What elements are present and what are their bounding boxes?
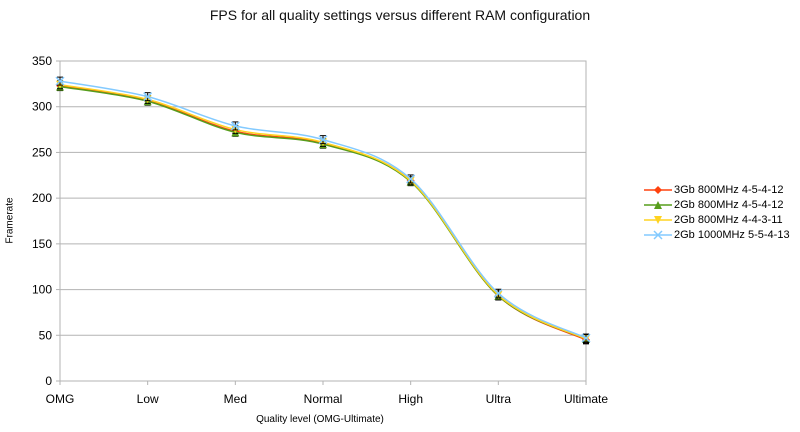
series-3-point-4-b — [406, 174, 416, 184]
y-tick-label-0: 0 — [45, 374, 52, 388]
chart-title: FPS for all quality settings versus diff… — [209, 7, 591, 23]
x-tick-label-4: High — [398, 392, 423, 406]
y-tick-label-1: 50 — [39, 328, 53, 342]
series-3-point-3 — [318, 135, 328, 145]
legend-swatch-3-marker — [653, 229, 663, 240]
x-tick-label-6: Ultimate — [564, 392, 608, 406]
x-tick-label-1: Low — [137, 392, 159, 406]
series-3-point-5 — [493, 288, 503, 298]
legend-swatch-1-marker — [654, 200, 662, 209]
legend-swatch-3 — [644, 229, 672, 240]
x-axis-label: Quality level (OMG-Ultimate) — [256, 414, 384, 425]
legend-label-0: 3Gb 800MHz 4-5-4-12 — [674, 183, 784, 196]
series-3-point-0 — [55, 76, 65, 86]
series-3-point-1 — [143, 92, 153, 102]
plot-area — [59, 60, 587, 382]
series-3-line — [59, 80, 587, 339]
legend-item-0: 3Gb 800MHz 4-5-4-12 — [644, 182, 790, 197]
series-3-point-0-b — [55, 76, 65, 86]
legend-swatch-0 — [644, 185, 672, 194]
y-tick-label-3: 150 — [32, 237, 52, 251]
y-tick-label-5: 250 — [32, 145, 52, 159]
series-3-point-1-b — [143, 92, 153, 102]
legend-item-2: 2Gb 800MHz 4-4-3-11 — [644, 212, 790, 227]
y-tick-label-2: 100 — [32, 283, 52, 297]
legend-label-3: 2Gb 1000MHz 5-5-4-13 — [674, 228, 790, 241]
x-tick-label-0: OMG — [46, 392, 75, 406]
series-3-point-2-b — [230, 121, 240, 131]
y-tick-label-4: 200 — [32, 191, 52, 205]
legend: 3Gb 800MHz 4-5-4-12 2Gb 800MHz 4-5-4-12 2G… — [644, 182, 790, 242]
legend-item-1: 2Gb 800MHz 4-5-4-12 — [644, 197, 790, 212]
legend-label-1: 2Gb 800MHz 4-5-4-12 — [674, 198, 784, 211]
legend-swatch-3-marker-b — [653, 229, 663, 240]
x-tick-label-3: Normal — [304, 392, 343, 406]
x-tick-label-5: Ultra — [486, 392, 512, 406]
legend-item-3: 2Gb 1000MHz 5-5-4-13 — [644, 227, 790, 242]
y-tick-label-6: 300 — [32, 100, 52, 114]
series-3-point-4 — [406, 174, 416, 184]
legend-swatch-0-marker — [654, 185, 662, 194]
legend-swatch-2-marker — [654, 215, 662, 224]
series-3-point-6-b — [581, 333, 591, 343]
legend-swatch-2 — [644, 215, 672, 224]
series-3-point-6 — [581, 333, 591, 343]
legend-swatch-1 — [644, 200, 672, 209]
series-3-point-2 — [230, 121, 240, 131]
series-3 — [55, 76, 591, 343]
series-2 — [56, 80, 590, 344]
y-tick-label-7: 350 — [32, 54, 52, 68]
series-3-point-3-b — [318, 135, 328, 145]
x-tick-label-2: Med — [224, 392, 247, 406]
series-3-point-5-b — [493, 288, 503, 298]
legend-label-2: 2Gb 800MHz 4-4-3-11 — [674, 213, 783, 226]
